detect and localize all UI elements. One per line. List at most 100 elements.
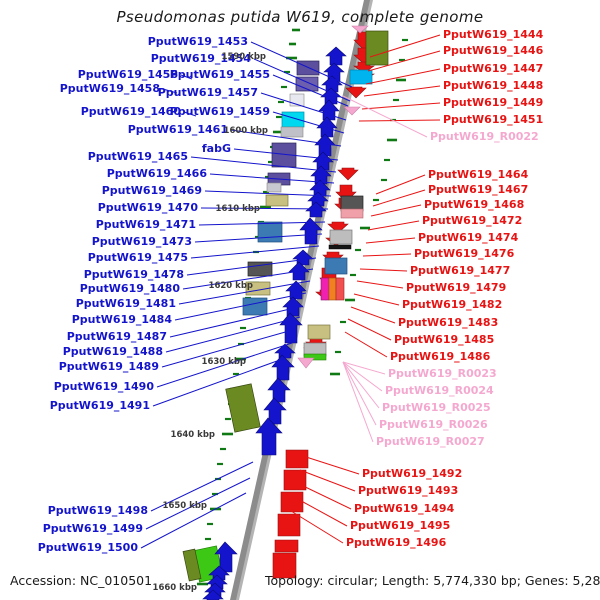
- forward-gene-label[interactable]: PputW619_1480: [80, 282, 181, 295]
- forward-gene-label[interactable]: PputW619_1461: [128, 123, 228, 136]
- rna-gene-leader-line: [342, 361, 383, 392]
- reverse-gene-label[interactable]: PputW619_1483: [398, 316, 498, 329]
- forward-gene-label[interactable]: fabG: [202, 142, 231, 155]
- forward-gene-leader-line: [190, 156, 337, 173]
- reverse-gene-label[interactable]: PputW619_1472: [422, 214, 522, 227]
- scale-tick-label: 1620 kbp: [209, 281, 253, 291]
- forward-gene-leader-line: [145, 477, 251, 530]
- rna-gene-label[interactable]: PputW619_R0025: [382, 401, 491, 414]
- scale-tick-label: 1630 kbp: [202, 357, 246, 367]
- reverse-gene-label[interactable]: PputW619_1468: [424, 198, 524, 211]
- reverse-gene-label[interactable]: PputW619_1477: [410, 264, 510, 277]
- rna-gene-label[interactable]: PputW619_R0023: [388, 367, 497, 380]
- reverse-gene-label[interactable]: PputW619_1464: [428, 168, 529, 181]
- forward-gene-leader-line: [204, 190, 332, 197]
- forward-gene-leader-line: [165, 316, 301, 353]
- reverse-gene-label[interactable]: PputW619_1495: [350, 519, 450, 532]
- reverse-gene-label[interactable]: PputW619_1482: [402, 298, 502, 311]
- reverse-gene-label[interactable]: PputW619_1467: [428, 183, 528, 196]
- rna-gene-leader-line: [342, 361, 380, 409]
- forward-gene-label[interactable]: PputW619_1500: [38, 541, 139, 554]
- forward-gene-label[interactable]: PputW619_1459: [170, 105, 270, 118]
- reverse-gene-label[interactable]: PputW619_1479: [406, 281, 506, 294]
- forward-gene-label[interactable]: PputW619_1458: [60, 82, 160, 95]
- rna-gene-glyph[interactable]: [297, 25, 369, 369]
- reverse-gene-label[interactable]: PputW619_1492: [362, 467, 462, 480]
- rna-leader-lines: [342, 95, 428, 443]
- rna-gene-label-list[interactable]: PputW619_R0022 PputW619_R0023 PputW619_R00…: [376, 130, 539, 448]
- right-leader-lines: [290, 34, 441, 544]
- rna-gene-label[interactable]: PputW619_R0022: [430, 130, 539, 143]
- forward-gene-label[interactable]: PputW619_1460: [81, 105, 182, 118]
- forward-gene-label[interactable]: PputW619_1454: [151, 52, 252, 65]
- reverse-gene-leader-line: [367, 220, 420, 231]
- rna-gene-leader-line: [342, 361, 377, 426]
- forward-gene-label-list[interactable]: PputW619_1453PputW619_1454PputW619_1455P…: [38, 35, 270, 554]
- rna-gene-label[interactable]: PputW619_R0027: [376, 435, 485, 448]
- forward-gene-label[interactable]: PputW619_1473: [92, 235, 192, 248]
- reverse-gene-leader-line: [369, 34, 441, 58]
- rna-gene-label[interactable]: PputW619_R0026: [379, 418, 488, 431]
- forward-gene-label[interactable]: PputW619_1488: [63, 345, 163, 358]
- forward-gene-leader-line: [174, 292, 307, 321]
- forward-gene-leader-line: [186, 257, 317, 276]
- reverse-gene-label[interactable]: PputW619_1444: [443, 28, 544, 41]
- forward-gene-leader-line: [152, 356, 289, 407]
- forward-gene-leader-line: [156, 342, 293, 388]
- forward-gene-label[interactable]: PputW619_1471: [96, 218, 196, 231]
- reverse-gene-label[interactable]: PputW619_1451: [443, 113, 543, 126]
- reverse-gene-label[interactable]: PputW619_1496: [346, 536, 447, 549]
- forward-gene-label[interactable]: PputW619_1470: [98, 201, 199, 214]
- reverse-gene-leader-line: [356, 280, 404, 289]
- forward-gene-leader-line: [194, 233, 323, 243]
- forward-gene-label[interactable]: PputW619_1465: [88, 150, 188, 163]
- reverse-gene-label[interactable]: PputW619_1474: [418, 231, 519, 244]
- reverse-gene-label[interactable]: PputW619_1476: [414, 247, 515, 260]
- forward-gene-label[interactable]: PputW619_1466: [107, 167, 208, 180]
- forward-gene-label[interactable]: PputW619_1489: [59, 360, 159, 373]
- reverse-gene-label[interactable]: PputW619_1494: [354, 502, 455, 515]
- reverse-gene-leader-line: [359, 268, 408, 272]
- forward-gene-label[interactable]: PputW619_1498: [48, 504, 148, 517]
- forward-gene-leader-line: [200, 207, 329, 210]
- forward-gene-label[interactable]: PputW619_1457: [158, 86, 258, 99]
- forward-gene-leader-line: [161, 328, 297, 368]
- reverse-gene-leader-line: [365, 68, 441, 85]
- forward-gene-label[interactable]: PputW619_1469: [102, 184, 202, 197]
- domain-box: [182, 60, 320, 583]
- reverse-gene-label[interactable]: PputW619_1449: [443, 96, 543, 109]
- forward-gene-leader-line: [182, 268, 314, 290]
- reverse-gene-leader-line: [363, 85, 441, 97]
- reverse-gene-leader-line: [353, 293, 400, 306]
- forward-gene-label[interactable]: PputW619_1456: [78, 68, 179, 81]
- scale-label-list: 1590 kbp 1600 kbp 1610 kbp 1620 kbp 1630 kbp…: [153, 52, 268, 593]
- reverse-gene-label[interactable]: PputW619_1448: [443, 79, 543, 92]
- forward-gene-label[interactable]: PputW619_1491: [50, 399, 150, 412]
- forward-gene-label[interactable]: PputW619_1490: [54, 380, 155, 393]
- reverse-gene-label[interactable]: PputW619_1493: [358, 484, 458, 497]
- forward-gene-label[interactable]: PputW619_1499: [43, 522, 143, 535]
- forward-gene-leader-line: [178, 280, 311, 305]
- rna-gene-leader-line: [342, 361, 374, 443]
- rna-gene-label[interactable]: PputW619_R0024: [385, 384, 494, 397]
- forward-gene-leader-line: [233, 148, 339, 161]
- reverse-gene-label[interactable]: PputW619_1446: [443, 44, 544, 57]
- forward-gene-label[interactable]: PputW619_1484: [72, 313, 173, 326]
- forward-gene-label[interactable]: PputW619_1487: [67, 330, 167, 343]
- forward-gene-label[interactable]: PputW619_1478: [84, 268, 184, 281]
- reverse-gene-label[interactable]: PputW619_1486: [390, 350, 491, 363]
- forward-gene-leader-line: [169, 305, 304, 338]
- left-leader-lines: [140, 41, 353, 549]
- forward-gene-label[interactable]: PputW619_1453: [148, 35, 248, 48]
- forward-gene-leader-line: [198, 221, 326, 226]
- reverse-gene-leader-line: [370, 204, 422, 217]
- forward-gene-label[interactable]: PputW619_1481: [76, 297, 176, 310]
- reverse-strand-gene-track[interactable]: [272, 25, 389, 579]
- reverse-gene-label-list[interactable]: PputW619_1444 PputW619_1446 PputW619_1447 P…: [346, 28, 544, 549]
- reverse-gene-label[interactable]: PputW619_1485: [394, 333, 494, 346]
- reverse-gene-label[interactable]: PputW619_1447: [443, 62, 543, 75]
- forward-gene-label[interactable]: PputW619_1475: [88, 251, 188, 264]
- forward-gene-leader-line: [230, 129, 342, 147]
- forward-gene-label[interactable]: PputW619_1455: [170, 68, 270, 81]
